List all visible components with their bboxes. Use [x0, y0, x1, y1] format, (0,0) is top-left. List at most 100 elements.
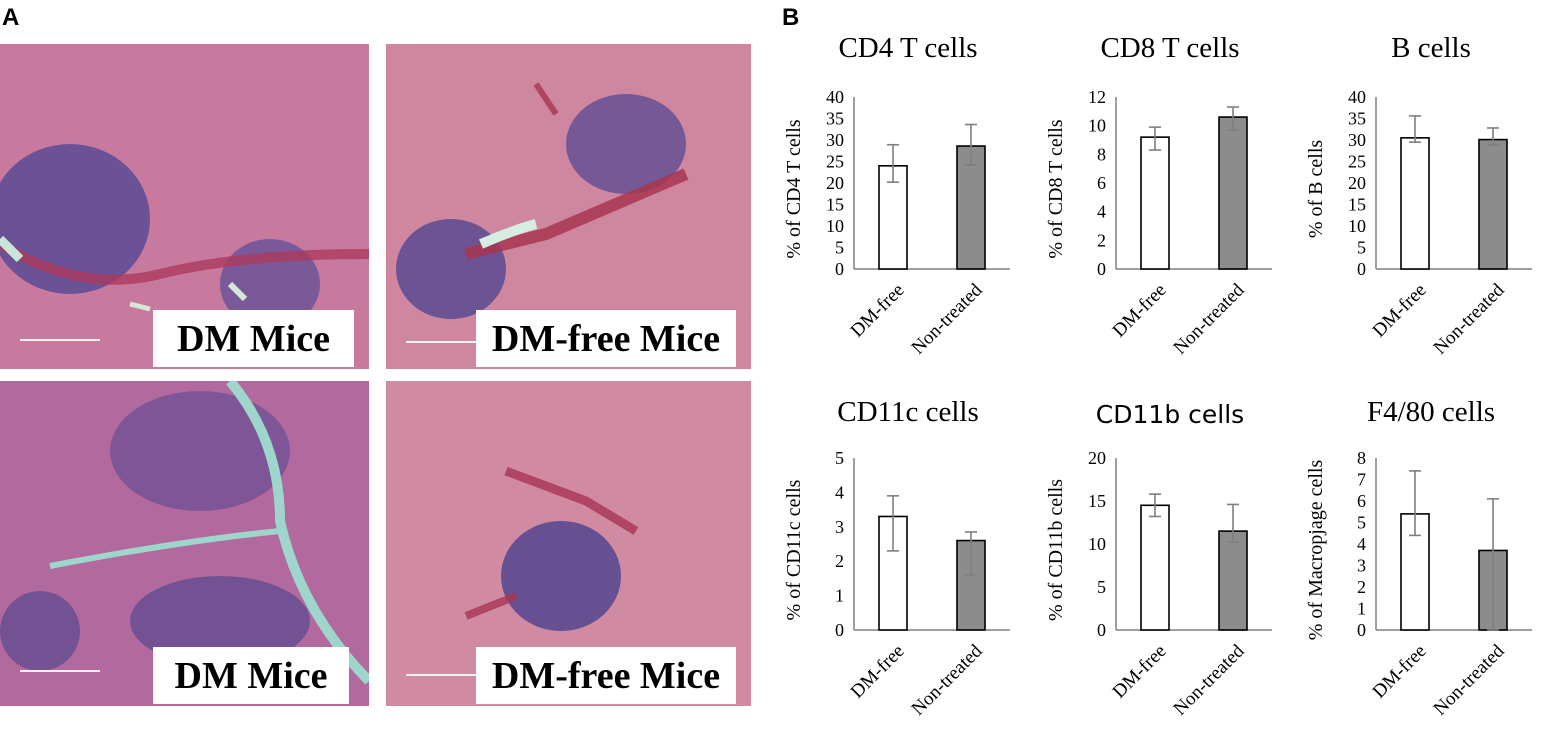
y-tick-label: 2	[1357, 577, 1366, 597]
y-tick-label: 0	[835, 620, 844, 640]
y-tick-label: 5	[1097, 577, 1106, 597]
panel-b-letter: B	[782, 4, 800, 31]
y-tick-label: 30	[1348, 130, 1366, 150]
chart-plot: % of CD11b cells 0 5 10 15 20 DM-freeNon-treat…	[1045, 448, 1272, 720]
y-tick-label: 35	[1348, 109, 1366, 129]
x-tick-label: DM-free	[1109, 641, 1171, 703]
bar-dm-free	[1400, 137, 1430, 270]
y-tick-label: 10	[826, 216, 844, 236]
y-tick-label: 20	[1088, 448, 1106, 468]
y-tick-label: 3	[1357, 556, 1366, 576]
y-tick-label: 4	[1097, 202, 1106, 222]
x-tick-label: DM-free	[847, 280, 909, 342]
micrograph-dm-free-mice-bottom: DM-free Mice	[386, 381, 751, 706]
y-tick-label: 4	[1357, 534, 1366, 554]
chart-title: CD11b cells	[1095, 400, 1245, 429]
bar-dm-free	[1140, 504, 1170, 631]
micrograph-dm-mice-bottom: DM Mice	[0, 381, 369, 706]
x-tick-label: Non-treated	[1430, 279, 1509, 358]
y-tick-label: 0	[1097, 620, 1106, 640]
y-tick-label: 25	[826, 152, 844, 172]
y-tick-label: 12	[1088, 87, 1106, 107]
y-tick-label: 10	[1088, 534, 1106, 554]
y-axis-label: % of CD11c cells	[783, 479, 805, 620]
y-tick-label: 20	[1348, 173, 1366, 193]
y-tick-label: 6	[1097, 173, 1106, 193]
y-tick-label: 0	[835, 259, 844, 279]
x-tick-label: DM-free	[1369, 641, 1431, 703]
x-tick-label: DM-free	[1109, 280, 1171, 342]
chart-cd11c-cells: CD11c cells % of CD11c cells 0 1 2 3 4 5 DM-fre…	[778, 396, 1038, 731]
chart-cd8-t-cells: CD8 T cells % of CD8 T cells 0 2 4 6 8 10 12 DM-…	[1040, 28, 1300, 363]
y-tick-label: 0	[1097, 259, 1106, 279]
y-axis-label: % of Macropjage cells	[1305, 460, 1327, 641]
y-tick-label: 2	[1097, 230, 1106, 250]
chart-plot: % of CD8 T cells 0 2 4 6 8 10 12 DM-freeNon-trea…	[1045, 87, 1272, 359]
y-tick-label: 40	[1348, 87, 1366, 107]
chart-title: CD8 T cells	[1100, 32, 1240, 64]
y-tick-label: 40	[826, 87, 844, 107]
chart-b-cells: B cells % of B cells 0 5 10 15 20 25 30 35 40 DM-f…	[1300, 28, 1562, 363]
bar-non-treated	[1218, 116, 1248, 270]
y-tick-label: 15	[1348, 195, 1366, 215]
y-tick-label: 35	[826, 109, 844, 129]
y-tick-label: 8	[1357, 448, 1366, 468]
micrograph-label: DM-free Mice	[476, 647, 736, 704]
y-tick-label: 2	[835, 551, 844, 571]
y-tick-label: 25	[1348, 152, 1366, 172]
micrograph-label: DM Mice	[153, 647, 349, 704]
micrograph-label: DM-free Mice	[476, 310, 736, 367]
bar-dm-free	[878, 165, 908, 270]
x-tick-label: DM-free	[847, 641, 909, 703]
y-tick-label: 5	[835, 238, 844, 258]
panel-a-letter: A	[2, 4, 20, 31]
micrograph-dm-free-mice-top: DM-free Mice	[386, 44, 751, 369]
y-tick-label: 3	[835, 517, 844, 537]
y-tick-label: 5	[835, 448, 844, 468]
x-tick-label: Non-treated	[1430, 640, 1509, 719]
y-tick-label: 4	[835, 482, 844, 502]
y-tick-label: 5	[1357, 238, 1366, 258]
y-axis-label: % of CD8 T cells	[1045, 119, 1067, 258]
bar-non-treated	[956, 145, 986, 270]
y-tick-label: 10	[1088, 116, 1106, 136]
y-tick-label: 6	[1357, 491, 1366, 511]
y-tick-label: 0	[1357, 620, 1366, 640]
chart-title: F4/80 cells	[1366, 396, 1496, 428]
y-axis-label: % of CD11b cells	[1045, 479, 1067, 621]
micrograph-dm-mice-top: DM Mice	[0, 44, 369, 369]
y-tick-label: 10	[1348, 216, 1366, 236]
bar-dm-free	[1140, 136, 1170, 270]
bar-non-treated	[1478, 138, 1508, 270]
bar-non-treated	[956, 539, 986, 631]
y-tick-label: 1	[835, 586, 844, 606]
y-tick-label: 8	[1097, 144, 1106, 164]
y-tick-label: 15	[826, 195, 844, 215]
chart-cd4-t-cells: CD4 T cells % of CD4 T cells 0 5 10 15 20 25 30…	[778, 28, 1038, 363]
y-tick-label: 20	[826, 173, 844, 193]
x-tick-label: Non-treated	[908, 640, 987, 719]
x-tick-label: Non-treated	[908, 279, 987, 358]
y-tick-label: 5	[1357, 513, 1366, 533]
bar-non-treated	[1218, 530, 1248, 631]
y-tick-label: 15	[1088, 491, 1106, 511]
y-axis-label: % of B cells	[1305, 140, 1327, 239]
y-tick-label: 0	[1357, 259, 1366, 279]
chart-f4-80-cells: F4/80 cells % of Macropjage cells 0 1 2 3 4 5 6…	[1300, 396, 1562, 731]
micrograph-label: DM Mice	[153, 310, 354, 367]
x-tick-label: DM-free	[1369, 280, 1431, 342]
x-tick-label: Non-treated	[1170, 640, 1249, 719]
y-tick-label: 1	[1357, 599, 1366, 619]
x-tick-label: Non-treated	[1170, 279, 1249, 358]
chart-title: CD11c cells	[837, 396, 979, 428]
chart-title: CD4 T cells	[838, 32, 978, 64]
chart-cd11b-cells: CD11b cells % of CD11b cells 0 5 10 15 20 DM-f…	[1040, 396, 1300, 731]
y-tick-label: 30	[826, 130, 844, 150]
y-tick-label: 7	[1357, 470, 1366, 490]
chart-title: B cells	[1391, 32, 1471, 64]
y-axis-label: % of CD4 T cells	[783, 119, 805, 258]
